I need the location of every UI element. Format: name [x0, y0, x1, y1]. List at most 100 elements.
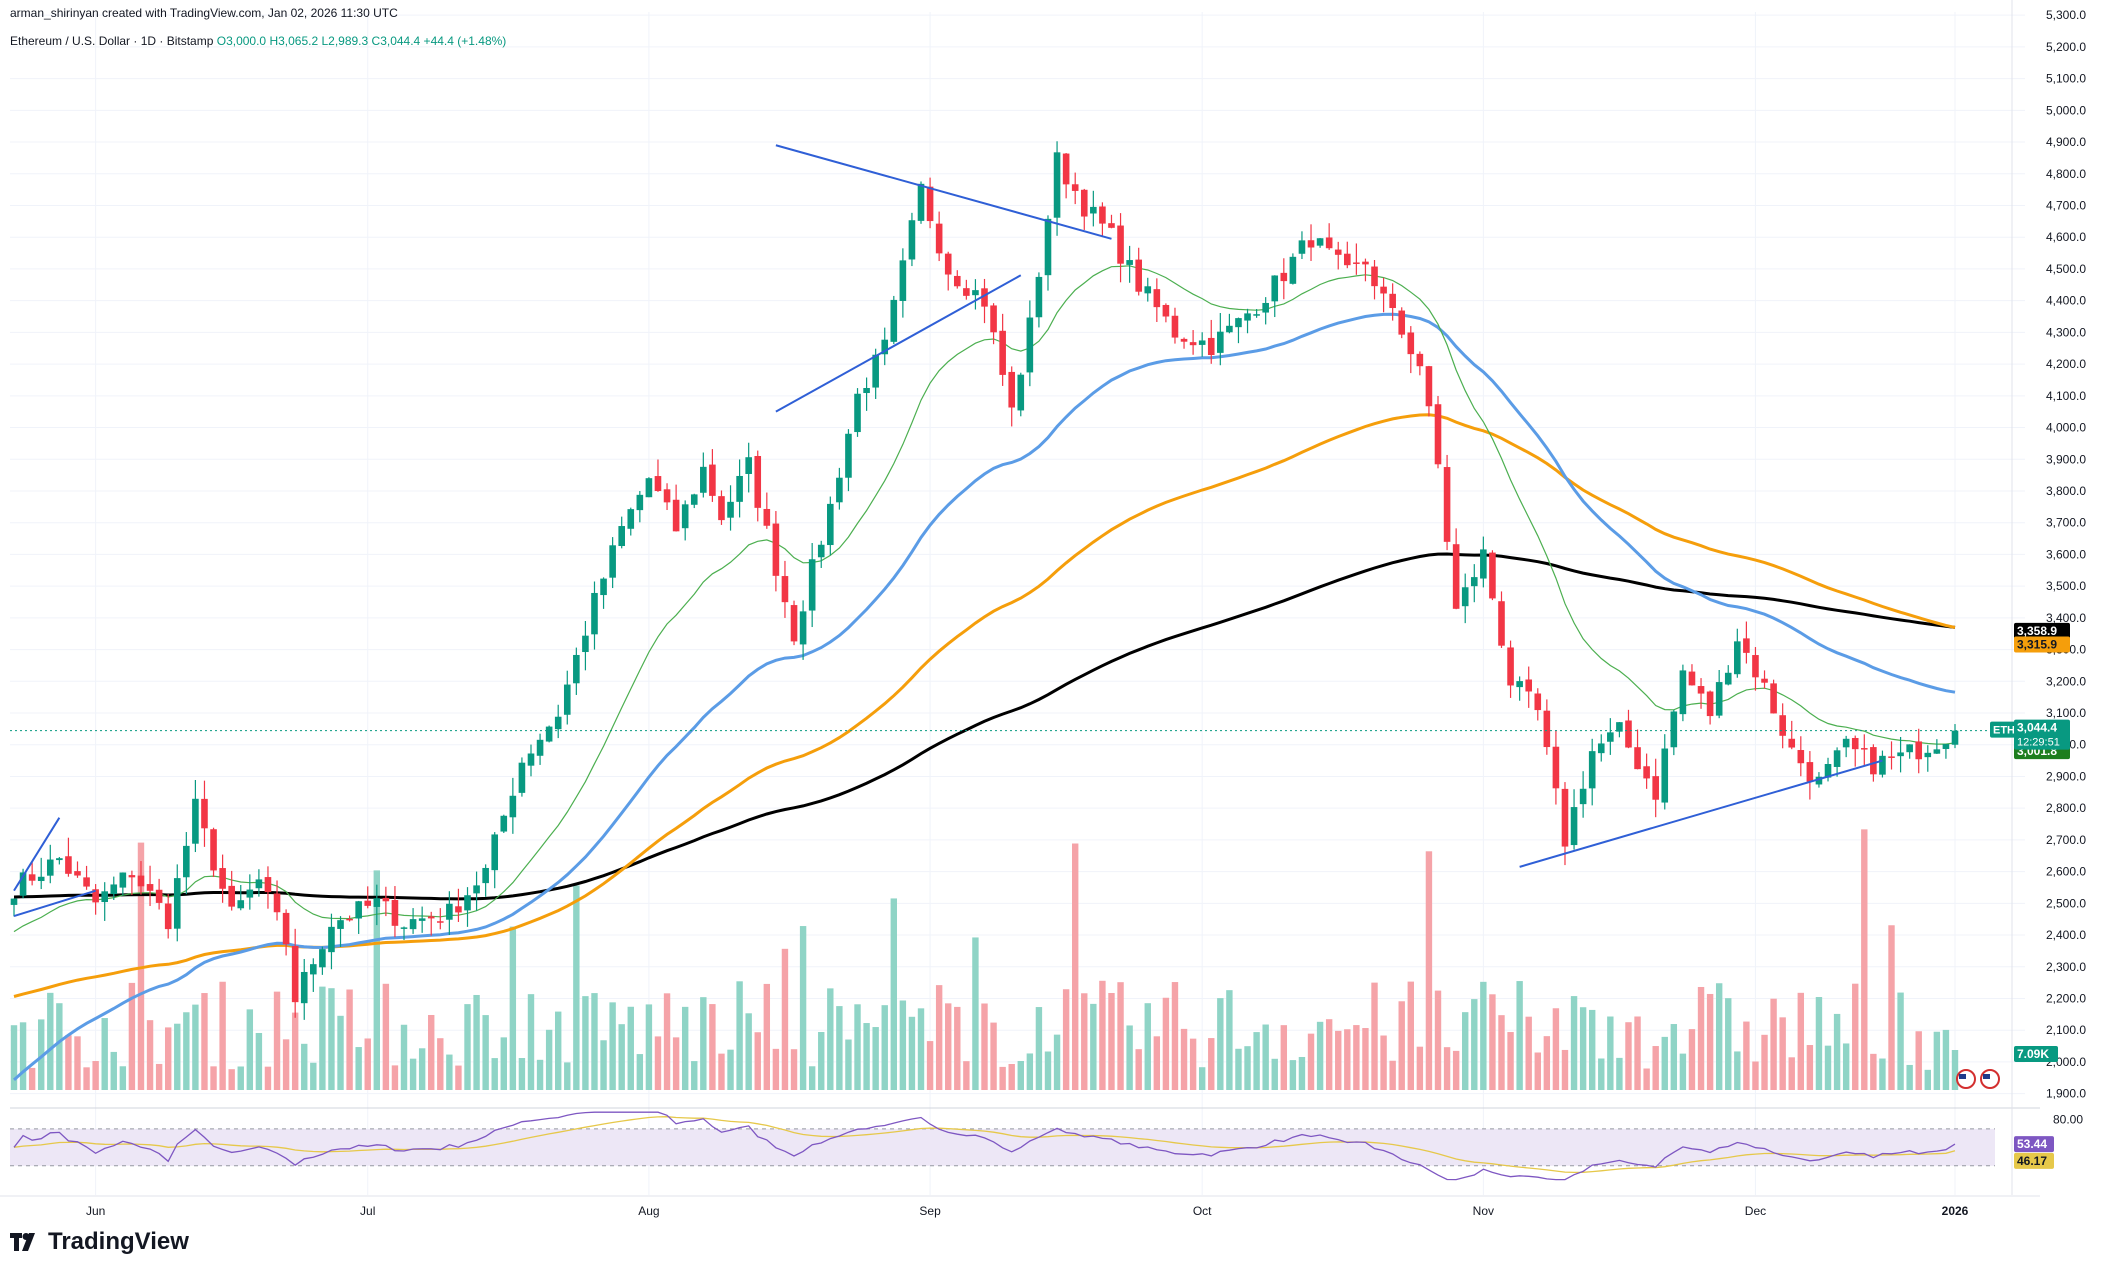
candle-body	[709, 464, 716, 496]
candle-body	[10, 898, 18, 905]
volume-bar	[1371, 982, 1378, 1090]
volume-bar	[337, 1015, 344, 1090]
candle-body	[1897, 752, 1904, 757]
candle-body	[201, 798, 208, 829]
volume-bar	[346, 989, 353, 1090]
trendlines	[13, 144, 1883, 917]
volume-bar	[1634, 1016, 1641, 1090]
price-tick-label: 3,600.0	[2046, 547, 2086, 561]
volume-bar	[192, 1004, 199, 1090]
candle-body	[137, 875, 145, 887]
volume-bar	[1933, 1031, 1941, 1090]
volume-bar	[500, 1037, 507, 1090]
volume-bar	[1407, 981, 1414, 1090]
candle-body	[373, 898, 381, 907]
volume-bar	[582, 996, 589, 1090]
volume-bar	[881, 1005, 888, 1090]
candle-body	[672, 499, 680, 532]
price-tick-label: 1,900.0	[2046, 1087, 2086, 1101]
volume-bar	[536, 1059, 544, 1090]
volume-bar	[1253, 1032, 1260, 1090]
volume-bar	[1725, 998, 1732, 1090]
price-tick-label: 4,300.0	[2046, 325, 2086, 339]
candle-body	[1217, 331, 1224, 353]
candle-body	[899, 260, 907, 301]
triangle-lower-line	[775, 274, 1022, 413]
volume-bar	[1652, 1046, 1659, 1090]
volume-bar	[1289, 1060, 1297, 1090]
volume-bar	[1915, 1031, 1922, 1090]
tradingview-logo[interactable]: TradingView	[10, 1228, 189, 1256]
candle-body	[1080, 189, 1088, 217]
volume-bar	[1688, 1029, 1696, 1090]
price-tick-label: 2,300.0	[2046, 960, 2086, 974]
time-axis: Jun Jul Aug Sep Oct Nov Dec 2026	[0, 1195, 2040, 1218]
volume-bar	[845, 1039, 852, 1090]
candle-body	[219, 868, 226, 889]
volume-bar	[1072, 843, 1079, 1090]
candle-body	[300, 971, 308, 1004]
candle-body	[1407, 332, 1415, 355]
volume-bar	[1906, 1064, 1913, 1090]
candle-body	[917, 183, 925, 221]
candle-body	[1534, 693, 1542, 711]
candle-body	[1353, 262, 1360, 264]
candle-body	[228, 885, 235, 907]
candle-body	[101, 891, 109, 903]
candle-body	[1371, 266, 1378, 287]
candle-body	[509, 795, 517, 818]
candle-body	[1915, 741, 1923, 760]
tradingview-logo-icon	[10, 1233, 35, 1251]
candle-body	[1924, 752, 1932, 758]
candle-body	[1262, 302, 1269, 313]
candle-body	[1108, 223, 1115, 228]
candle-body	[1071, 184, 1079, 191]
volume-bar	[1498, 1015, 1505, 1090]
volume-bar	[1852, 983, 1859, 1090]
volume-bar	[1779, 1017, 1786, 1090]
volume-tag: 7.09K	[2017, 1047, 2049, 1061]
volume-bar	[246, 1009, 254, 1090]
volume-bar	[963, 1061, 970, 1090]
candle-body	[845, 433, 852, 478]
volume-bar	[10, 1025, 18, 1090]
volume-bar	[1126, 1025, 1133, 1090]
candle-body	[409, 919, 417, 930]
candle-body	[981, 288, 988, 307]
symbol-title: Ethereum / U.S. Dollar · 1D · Bitstamp	[10, 34, 214, 48]
support-trendline	[1519, 759, 1883, 868]
volume-bar	[1434, 990, 1442, 1090]
volume-bar	[1770, 998, 1777, 1090]
candle-body	[890, 299, 898, 342]
candle-body	[1951, 730, 1959, 745]
volume-bar	[1734, 1051, 1741, 1090]
candle-body	[1607, 732, 1614, 742]
volume-bar	[727, 1049, 734, 1090]
ema-100-price-tag: 3,315.9	[2017, 638, 2057, 652]
volume-bar	[1135, 1049, 1142, 1090]
volume-bar	[1534, 1052, 1541, 1090]
volume-bar	[1008, 1063, 1015, 1090]
volume-bar	[1715, 983, 1723, 1090]
candle-body	[808, 559, 816, 611]
us-flag-canton-icon	[1959, 1074, 1966, 1079]
candle-body	[146, 884, 154, 891]
price-tick-label: 5,300.0	[2046, 8, 2086, 22]
candle-body	[1470, 577, 1478, 587]
volume-bar	[1797, 992, 1805, 1090]
volume-bar	[1062, 989, 1070, 1090]
candle-body	[1035, 276, 1043, 318]
volume-bar	[1117, 982, 1124, 1090]
candle-body	[46, 859, 54, 876]
volume-bar	[555, 1011, 562, 1090]
volume-bar	[1625, 1022, 1632, 1090]
volume-bar	[400, 1024, 408, 1090]
volume-bar	[1616, 1057, 1623, 1090]
volume-bar	[1743, 1021, 1750, 1090]
candle-body	[1724, 672, 1732, 685]
candle-body	[963, 288, 970, 296]
price-tick-label: 2,100.0	[2046, 1023, 2086, 1037]
candle-body	[609, 545, 616, 578]
